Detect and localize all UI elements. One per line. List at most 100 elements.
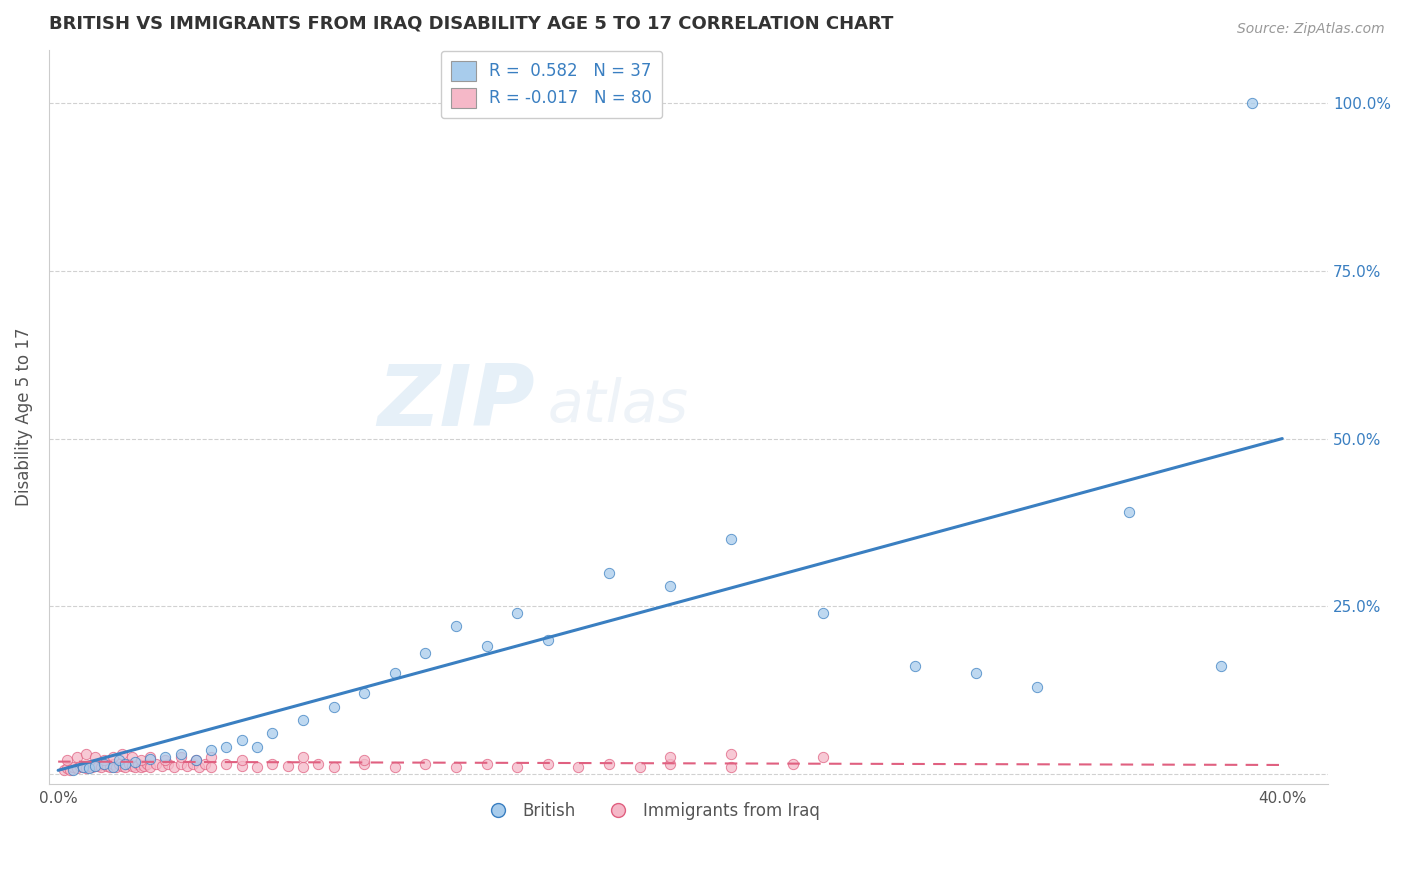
Point [69, 758, 91, 772]
Point [720, 760, 742, 774]
Point [65, 750, 87, 764]
Point [444, 760, 467, 774]
Point [1240, 96, 1263, 111]
Point [659, 579, 682, 593]
Point [322, 699, 344, 714]
Point [307, 756, 329, 771]
Point [93, 756, 115, 771]
Point [155, 753, 177, 767]
Point [904, 659, 927, 673]
Point [200, 743, 222, 757]
Legend: British, Immigrants from Iraq: British, Immigrants from Iraq [474, 796, 827, 827]
Point [155, 750, 177, 764]
Point [444, 619, 467, 633]
Point [246, 739, 269, 754]
Point [163, 760, 186, 774]
Point [537, 632, 560, 647]
Point [1118, 505, 1140, 519]
Point [124, 755, 146, 769]
Point [129, 753, 152, 767]
Point [277, 758, 299, 772]
Point [782, 756, 804, 771]
Point [103, 760, 125, 774]
Point [291, 713, 314, 727]
Point [83, 756, 105, 771]
Point [628, 760, 651, 774]
Point [132, 758, 155, 772]
Point [246, 760, 269, 774]
Point [965, 666, 987, 681]
Point [659, 750, 682, 764]
Point [215, 756, 238, 771]
Point [598, 756, 620, 771]
Point [262, 726, 284, 740]
Point [83, 758, 105, 772]
Point [117, 756, 139, 771]
Point [127, 756, 149, 771]
Point [75, 761, 97, 775]
Point [187, 760, 209, 774]
Point [111, 758, 134, 772]
Point [169, 756, 191, 771]
Point [124, 760, 146, 774]
Point [184, 753, 207, 767]
Point [353, 756, 375, 771]
Point [598, 566, 620, 580]
Point [65, 761, 87, 775]
Point [291, 750, 314, 764]
Point [720, 532, 742, 546]
Point [108, 753, 131, 767]
Point [322, 760, 344, 774]
Point [1026, 680, 1049, 694]
Point [176, 758, 198, 772]
Point [150, 758, 173, 772]
Point [811, 750, 834, 764]
Point [62, 760, 84, 774]
Point [93, 756, 115, 771]
Point [1209, 659, 1232, 673]
Point [80, 760, 103, 774]
Point [200, 760, 222, 774]
Point [139, 752, 162, 766]
Point [75, 747, 97, 761]
Point [96, 758, 118, 772]
Point [215, 739, 238, 754]
Point [139, 760, 162, 774]
Text: Source: ZipAtlas.com: Source: ZipAtlas.com [1237, 22, 1385, 37]
Point [415, 756, 437, 771]
Point [121, 750, 143, 764]
Point [105, 760, 128, 774]
Point [121, 758, 143, 772]
Point [506, 760, 529, 774]
Point [537, 756, 560, 771]
Point [72, 760, 94, 774]
Point [181, 756, 204, 771]
Point [567, 760, 589, 774]
Point [108, 756, 131, 771]
Point [135, 756, 157, 771]
Point [353, 686, 375, 700]
Point [114, 756, 136, 771]
Point [475, 640, 498, 654]
Point [53, 764, 76, 778]
Point [231, 753, 253, 767]
Text: ZIP: ZIP [377, 360, 536, 443]
Point [720, 747, 742, 761]
Point [98, 760, 121, 774]
Point [111, 747, 134, 761]
Point [811, 606, 834, 620]
Point [77, 758, 100, 772]
Point [87, 758, 110, 772]
Point [475, 756, 498, 771]
Point [184, 753, 207, 767]
Point [231, 733, 253, 747]
Point [194, 756, 217, 771]
Point [145, 756, 167, 771]
Point [169, 750, 191, 764]
Point [139, 750, 162, 764]
Point [129, 760, 152, 774]
Point [157, 756, 180, 771]
Point [659, 756, 682, 771]
Point [353, 753, 375, 767]
Point [56, 761, 79, 775]
